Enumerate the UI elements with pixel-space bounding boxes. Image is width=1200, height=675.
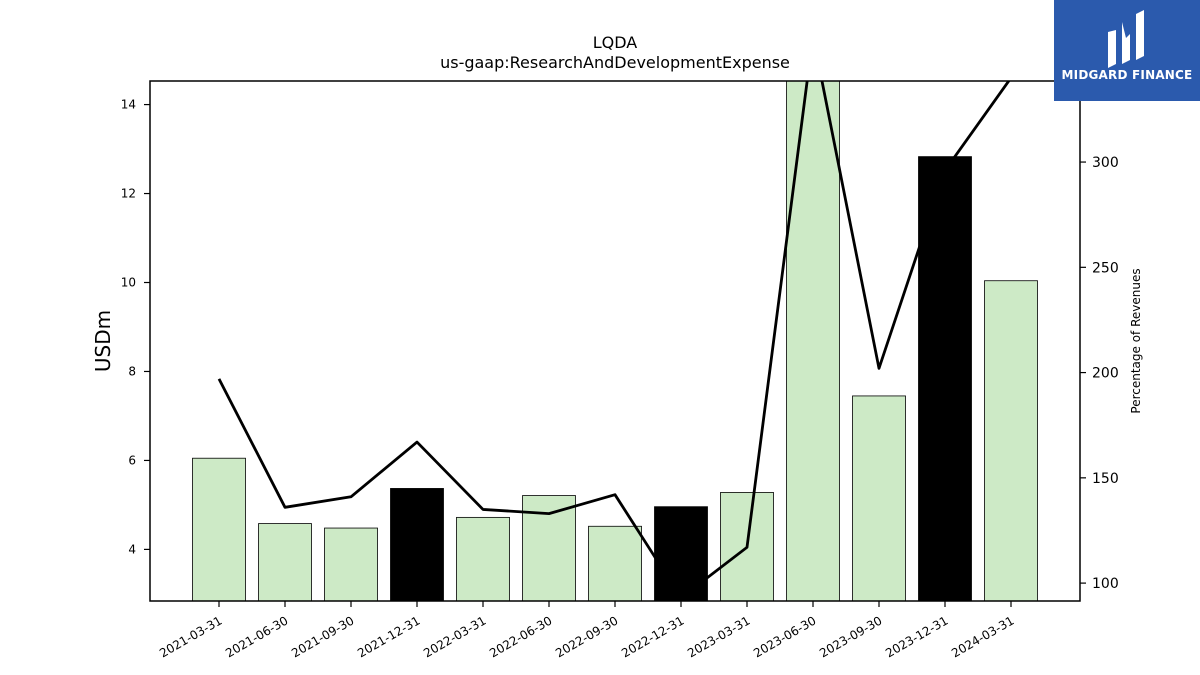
y-tick-label-left: 8 [128,364,136,378]
y-tick-label-right: 250 [1092,260,1119,276]
bar [588,525,642,601]
y-tick-label-right: 200 [1092,366,1119,382]
chart-title: LQDA [593,33,638,52]
y-tick-label-left: 4 [128,542,136,556]
bar-series [192,81,1038,601]
y-axis-label-right: Percentage of Revenues [1129,268,1143,413]
bar [786,81,840,601]
x-tick-label: 2022-12-31 [619,613,686,660]
y-tick-label-left: 6 [128,453,136,467]
y-tick-label-right: 150 [1092,471,1119,487]
x-tick-label: 2023-06-30 [751,613,818,660]
x-tick-label: 2024-03-31 [949,613,1016,660]
x-tick-label: 2021-03-31 [157,613,224,660]
line-path [217,81,1011,600]
bar [324,527,378,601]
chart-subtitle: us-gaap:ResearchAndDevelopmentExpense [440,53,790,72]
y-tick-label-left: 14 [121,98,136,112]
bar [456,516,510,601]
brand-logo: MIDGARD FINANCE [1054,0,1200,101]
x-tick-label: 2023-03-31 [685,613,752,660]
x-tick-label: 2022-06-30 [487,613,554,660]
x-tick-label: 2021-09-30 [289,613,356,660]
bar [192,457,246,601]
line-series [217,81,1011,600]
x-axis: 2021-03-312021-06-302021-09-302021-12-31… [157,601,1017,660]
y-axis-right: 100 150 200 250 300 [1080,155,1119,592]
y-tick-label-left: 10 [121,276,136,290]
bar [390,488,444,601]
bar [918,156,972,601]
bar [984,280,1038,601]
x-tick-label: 2022-03-31 [421,613,488,660]
x-tick-label: 2021-12-31 [355,613,422,660]
y-axis-left: 4 6 8 10 12 14 [121,98,150,556]
y-axis-label-left: USDm [91,310,115,372]
y-tick-label-right: 100 [1092,576,1119,592]
x-tick-label: 2022-09-30 [553,613,620,660]
logo-mark-icon [1108,10,1144,68]
y-tick-label-right: 300 [1092,155,1119,171]
x-tick-label: 2021-06-30 [223,613,290,660]
x-tick-label: 2023-09-30 [817,613,884,660]
y-tick-label-left: 12 [121,187,136,201]
bar [258,523,312,601]
bar [852,395,906,601]
bar [654,506,708,601]
brand-name: MIDGARD FINANCE [1061,68,1193,82]
x-tick-label: 2023-12-31 [883,613,950,660]
